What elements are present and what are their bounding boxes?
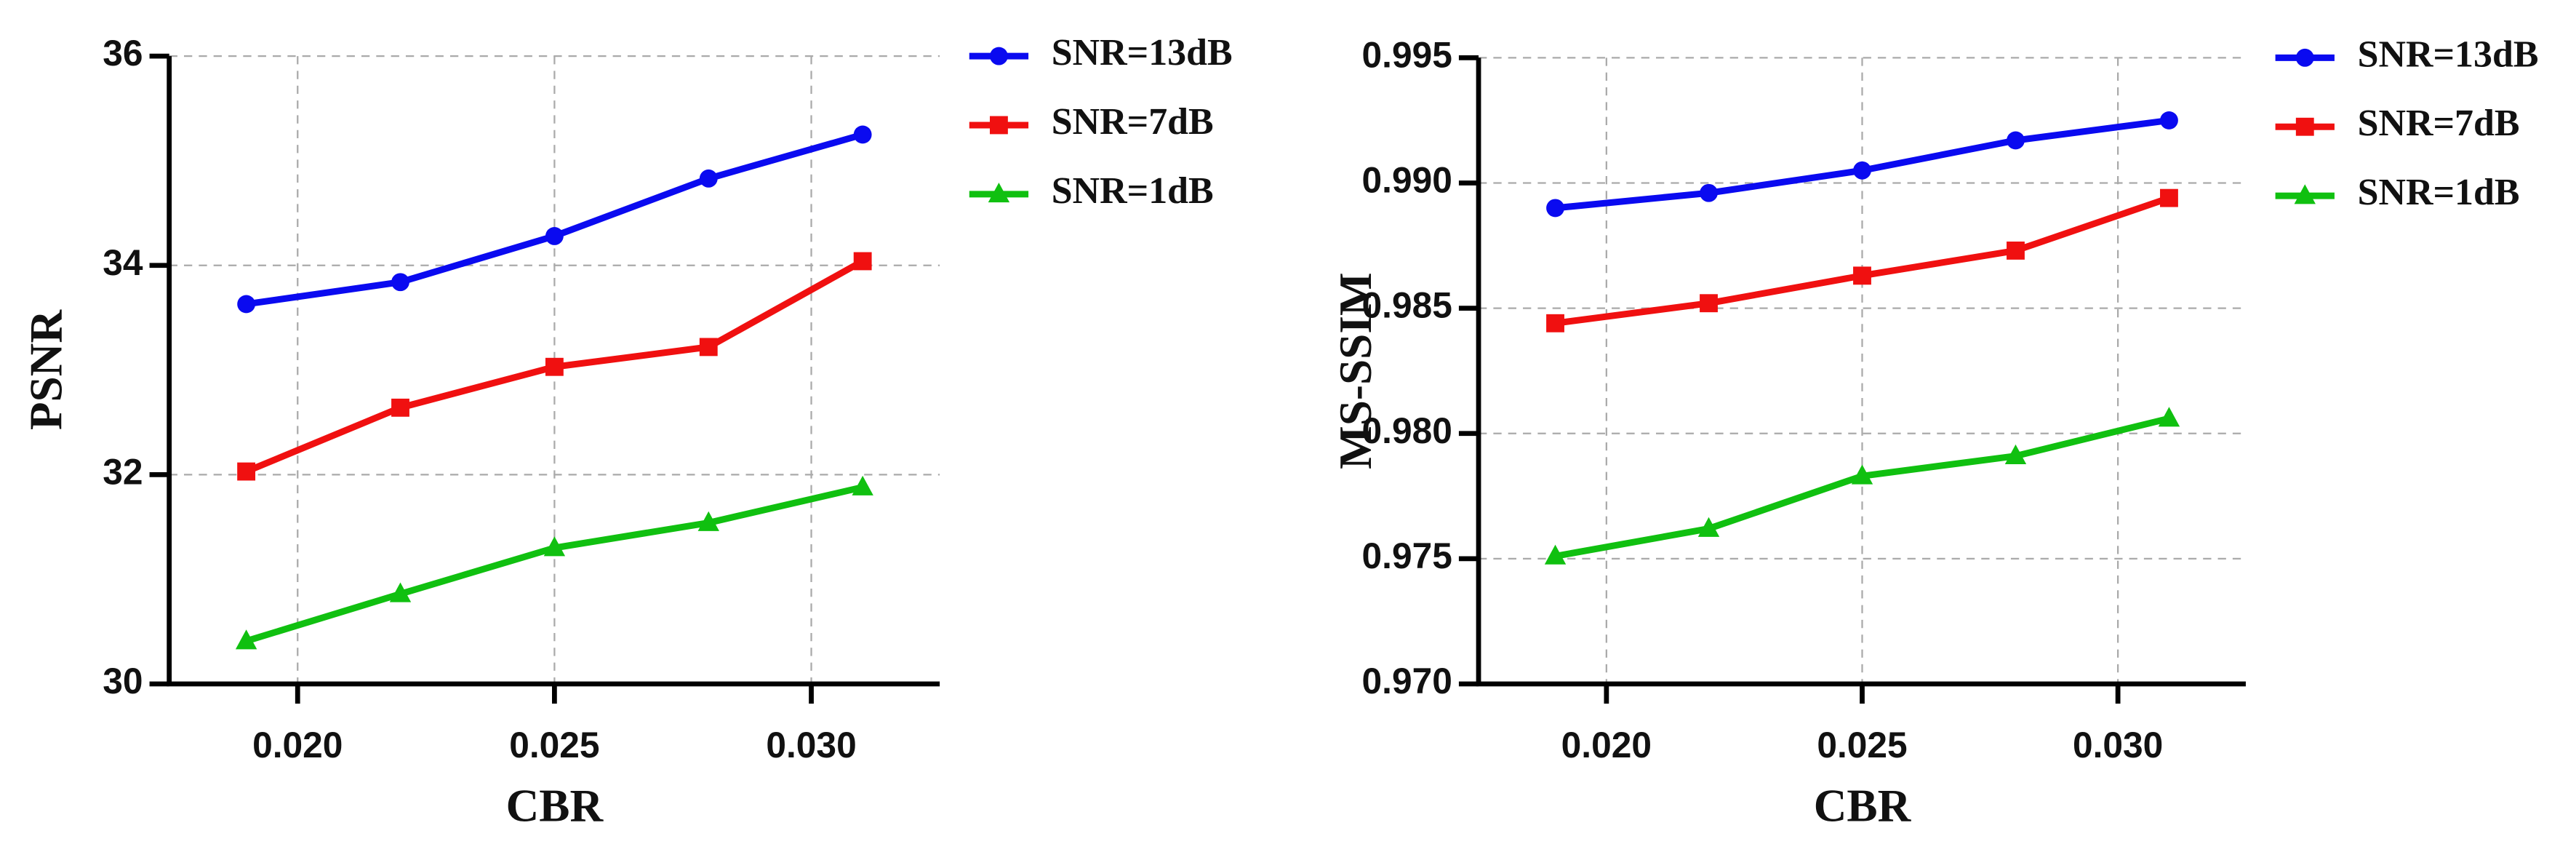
x-axis-label: CBR <box>506 780 604 831</box>
marker <box>699 338 718 357</box>
marker <box>545 357 564 376</box>
legend-label: SNR=7dB <box>1052 101 1214 143</box>
legend-marker <box>990 116 1008 135</box>
x-tick-label: 0.025 <box>1817 725 1907 765</box>
marker <box>853 125 872 144</box>
y-tick-label: 34 <box>103 242 143 283</box>
marker <box>1700 183 1718 202</box>
marker <box>1853 161 1871 180</box>
marker <box>2158 407 2180 427</box>
y-tick-label: 0.970 <box>1362 661 1452 701</box>
marker <box>1851 464 1873 485</box>
marker <box>1546 199 1564 218</box>
marker <box>1546 314 1564 333</box>
marker <box>545 227 564 245</box>
x-tick-label: 0.020 <box>1561 725 1652 765</box>
marker <box>1697 517 1720 537</box>
marker <box>543 536 566 557</box>
legend-marker <box>990 47 1008 65</box>
marker <box>1544 544 1567 565</box>
marker <box>2004 444 2027 465</box>
legend-label: SNR=1dB <box>1052 170 1214 212</box>
x-tick-label: 0.025 <box>509 725 599 765</box>
legend-label: SNR=13dB <box>1052 32 1233 73</box>
marker <box>853 252 872 271</box>
marker <box>1700 294 1718 313</box>
marker <box>699 169 718 188</box>
y-axis-label: PSNR <box>21 309 72 430</box>
marker <box>391 398 409 417</box>
y-tick-label: 0.995 <box>1362 34 1452 75</box>
marker <box>2160 111 2178 130</box>
legend-label: SNR=1dB <box>2358 172 2520 213</box>
marker <box>2160 188 2178 207</box>
y-tick-label: 0.975 <box>1362 535 1452 576</box>
marker <box>237 462 256 481</box>
marker <box>2007 131 2025 150</box>
legend-marker <box>2295 48 2314 67</box>
legend-label: SNR=13dB <box>2358 33 2539 75</box>
marker <box>237 295 256 314</box>
axes <box>167 56 940 687</box>
y-axis-label: MS-SSIM <box>1330 272 1381 469</box>
x-tick-label: 0.030 <box>2073 725 2163 765</box>
y-tick-label: 0.985 <box>1362 285 1452 326</box>
marker <box>2007 242 2025 260</box>
marker <box>852 475 873 495</box>
x-tick-label: 0.030 <box>766 725 856 765</box>
y-tick-label: 30 <box>103 661 143 701</box>
marker <box>235 629 257 650</box>
x-axis-label: CBR <box>1814 780 1912 831</box>
y-tick-label: 36 <box>103 33 143 73</box>
x-tick-label: 0.020 <box>252 725 343 765</box>
marker <box>697 511 719 531</box>
legend-marker <box>988 183 1010 203</box>
y-tick-label: 32 <box>103 451 143 492</box>
legend-marker <box>2295 117 2314 136</box>
legend-label: SNR=7dB <box>2358 103 2520 144</box>
marker <box>1853 266 1871 285</box>
y-tick-label: 0.980 <box>1362 410 1452 451</box>
marker <box>391 273 409 292</box>
series-line <box>1554 194 2170 327</box>
y-tick-label: 0.990 <box>1362 160 1452 201</box>
legend-marker <box>2294 184 2316 204</box>
marker <box>389 582 412 602</box>
axes <box>1476 57 2246 687</box>
